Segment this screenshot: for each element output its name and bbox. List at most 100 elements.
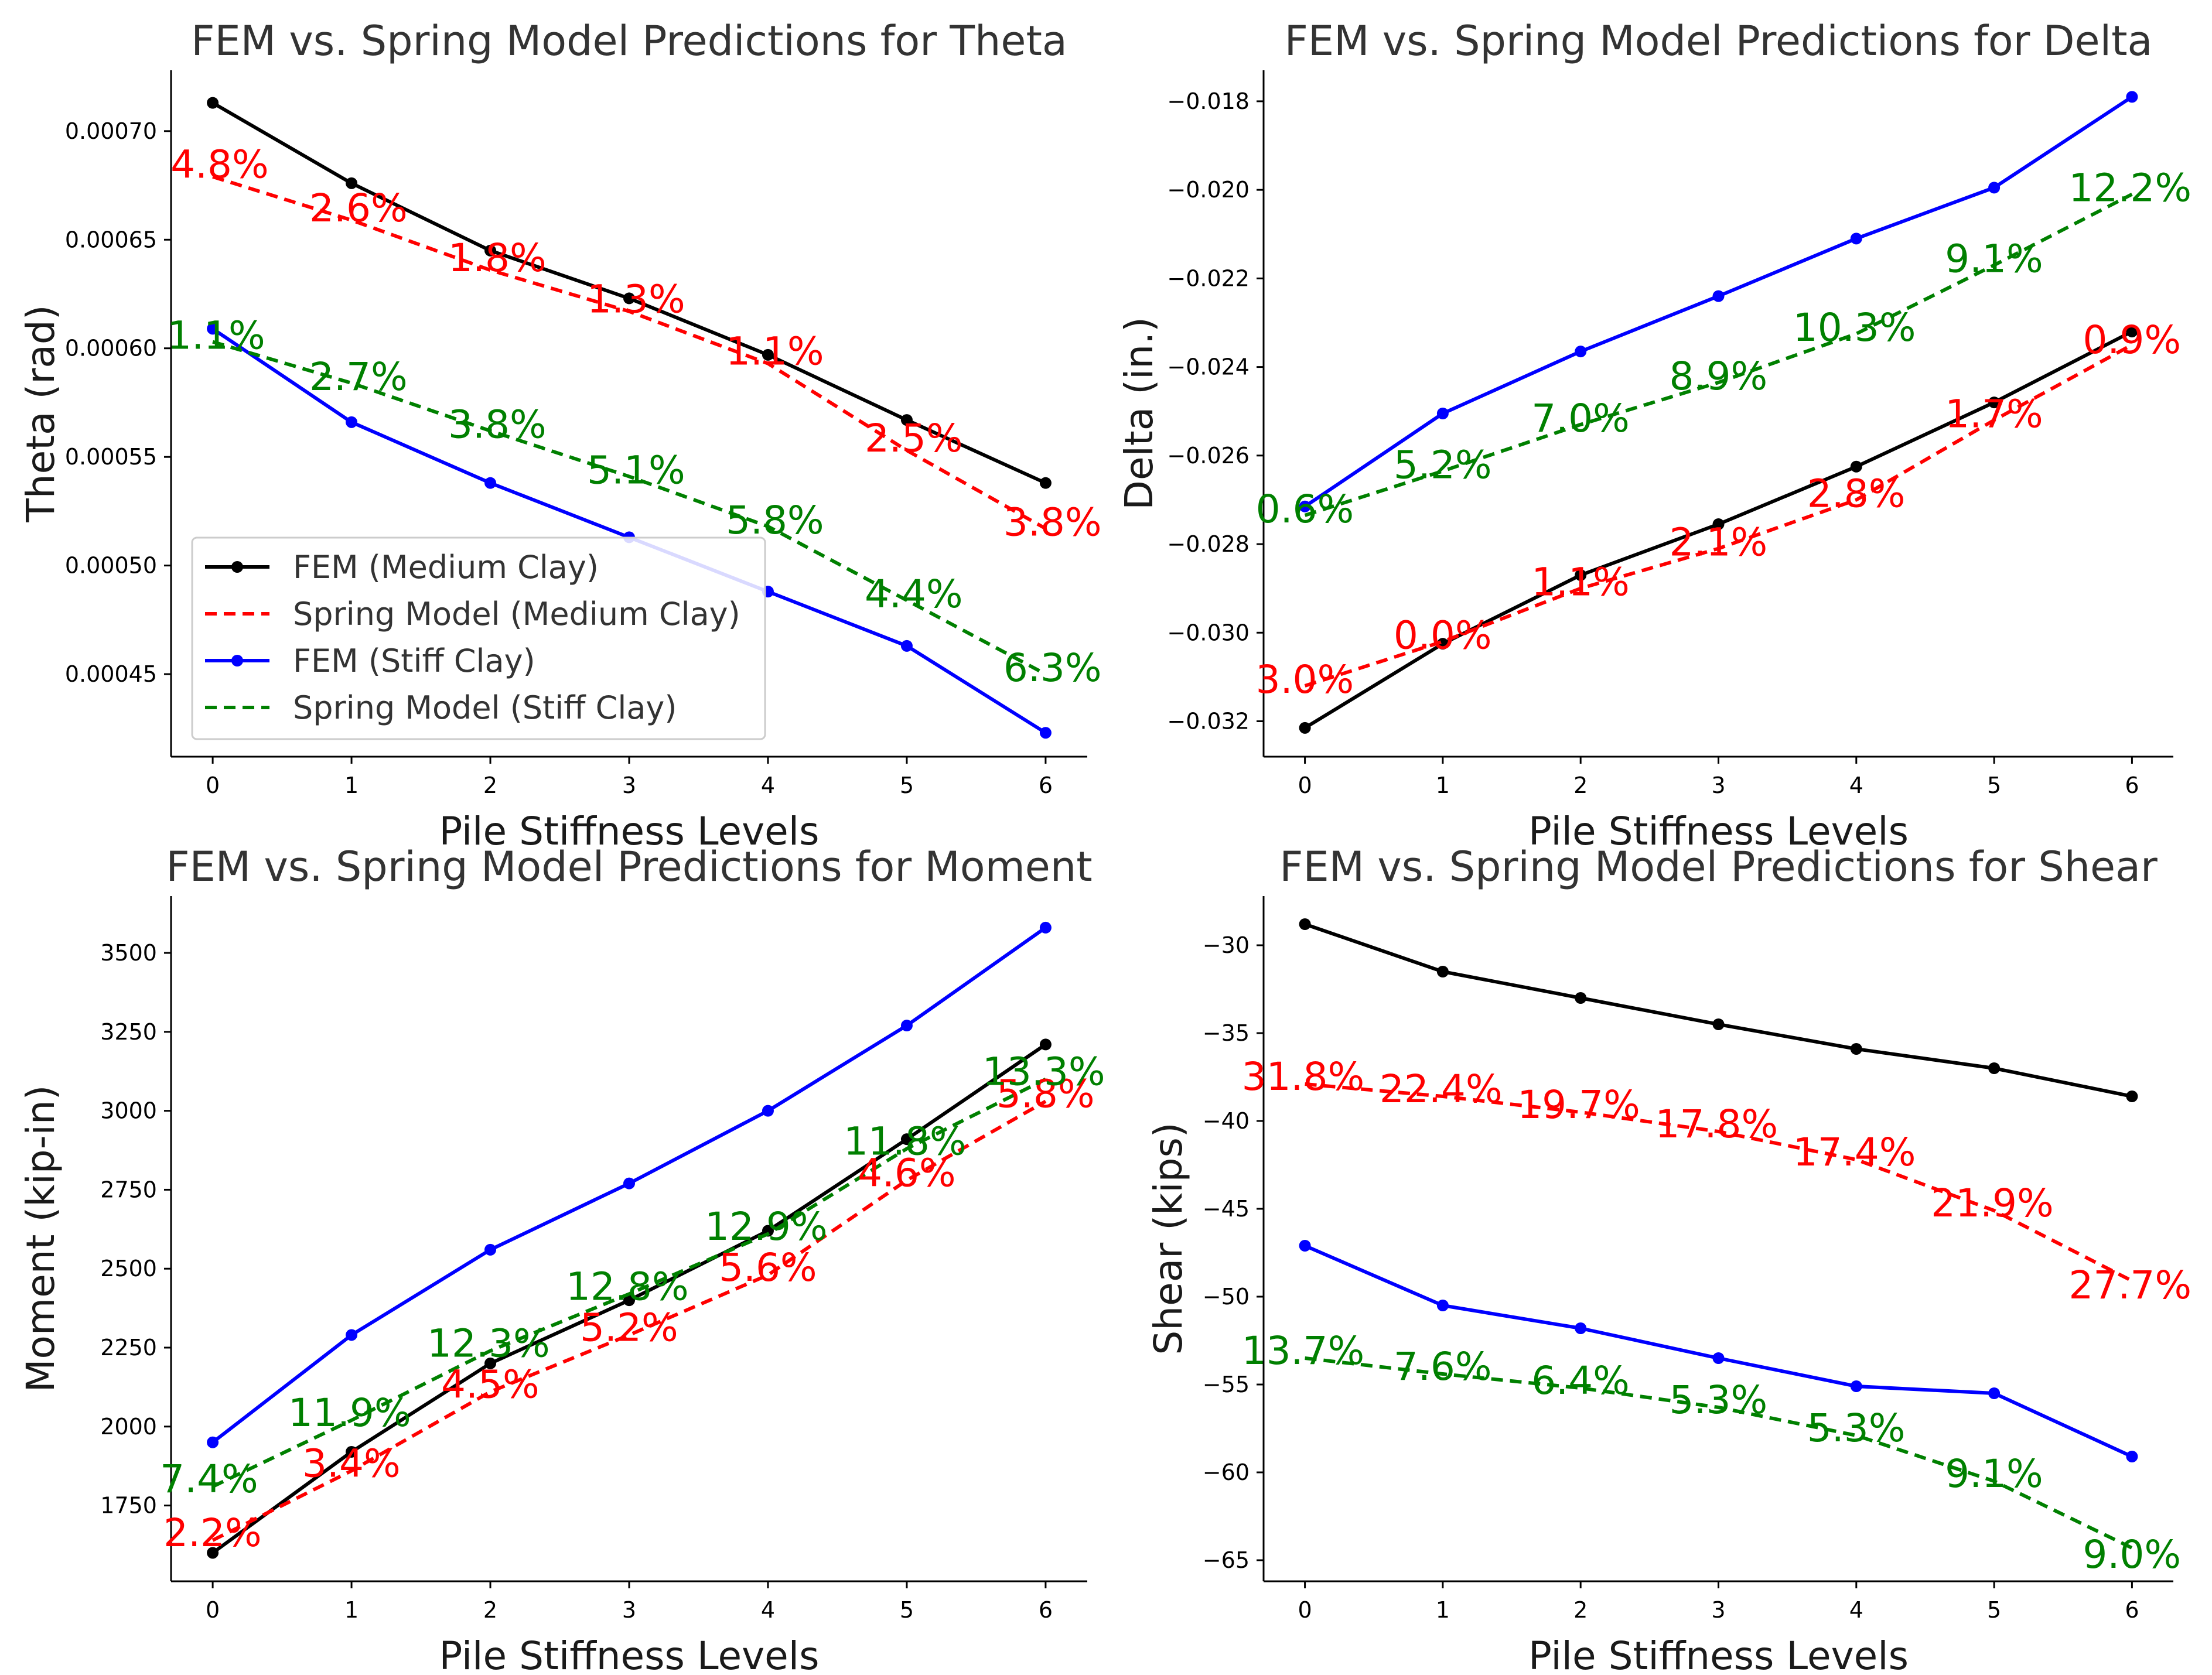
data-point-fem-medium-clay	[484, 244, 497, 257]
percent-error-label: 12.8%	[566, 1264, 689, 1309]
percent-error-label: 12.9%	[705, 1204, 828, 1249]
data-point-fem-medium-clay	[207, 1547, 219, 1559]
y-tick-label: −45	[1203, 1196, 1250, 1222]
x-tick-label: 2	[1573, 772, 1588, 798]
data-point-fem-medium-clay	[1575, 569, 1587, 581]
percent-error-label: 13.3%	[982, 1050, 1105, 1095]
x-tick-label: 6	[2125, 1597, 2139, 1623]
data-point-fem-medium-clay	[900, 414, 913, 426]
series-line-spring-medium-clay	[211, 1099, 1047, 1542]
y-tick-label: 2250	[100, 1335, 157, 1360]
y-tick-label: −65	[1203, 1547, 1250, 1573]
x-tick-label: 5	[900, 772, 914, 798]
data-point-fem-medium-clay	[346, 177, 358, 189]
data-point-fem-stiff-clay	[1039, 727, 1052, 739]
percent-error-label: 5.3%	[1670, 1377, 1768, 1423]
data-point-fem-medium-clay	[1988, 396, 2001, 409]
percent-error-label: 6.3%	[1003, 645, 1102, 690]
data-point-fem-stiff-clay	[484, 1243, 497, 1256]
percent-error-label: 4.8%	[170, 142, 269, 187]
percent-error-label: 17.8%	[1655, 1102, 1779, 1147]
legend-label-fem-stiff-clay: FEM (Stiff Clay)	[293, 642, 535, 679]
percent-error-label: 12.2%	[2068, 166, 2191, 211]
data-point-fem-stiff-clay	[1988, 182, 2001, 194]
percent-error-label: 5.6%	[719, 1245, 817, 1290]
percent-error-label: 0.9%	[2083, 317, 2181, 363]
y-tick-label: −0.020	[1167, 177, 1250, 203]
percent-error-label: 11.9%	[288, 1390, 411, 1435]
data-point-fem-medium-clay	[1039, 1038, 1052, 1051]
chart-panel-1: FEM vs. Spring Model Predictions for The…	[18, 17, 1102, 854]
data-point-fem-medium-clay	[1850, 460, 1862, 473]
data-point-fem-medium-clay	[1299, 918, 1311, 930]
percent-error-label: 7.6%	[1394, 1344, 1492, 1389]
data-point-fem-stiff-clay	[1575, 346, 1587, 358]
percent-error-label: 12.3%	[427, 1321, 550, 1366]
percent-error-label: 4.6%	[858, 1150, 956, 1195]
data-point-fem-stiff-clay	[2126, 1451, 2138, 1462]
data-point-fem-medium-clay	[1850, 1043, 1862, 1055]
data-point-fem-stiff-clay	[1988, 1387, 2001, 1399]
y-tick-label: −35	[1203, 1020, 1250, 1046]
percent-error-label: 7.4%	[160, 1457, 258, 1502]
x-axis-label: Pile Stiffness Levels	[1528, 1633, 1909, 1675]
percent-error-label: 13.7%	[1242, 1328, 1365, 1373]
x-tick-label: 4	[761, 772, 775, 798]
data-point-fem-medium-clay	[900, 1133, 913, 1146]
percent-error-label: 5.2%	[580, 1305, 678, 1350]
percent-error-label: 1.7%	[1945, 391, 2043, 436]
y-tick-label: −0.032	[1167, 709, 1250, 734]
percent-error-label: 1.1%	[726, 329, 824, 374]
data-point-fem-medium-clay	[623, 1294, 635, 1307]
y-tick-label: −0.026	[1167, 443, 1250, 469]
data-point-fem-medium-clay	[1436, 966, 1449, 977]
y-tick-label: −60	[1203, 1459, 1250, 1485]
series-line-spring-stiff-clay	[211, 1078, 1047, 1488]
y-tick-label: 0.00070	[65, 118, 157, 144]
y-tick-label: −40	[1203, 1108, 1250, 1134]
x-tick-label: 5	[1987, 772, 2001, 798]
x-tick-label: 0	[1298, 772, 1312, 798]
data-point-fem-stiff-clay	[1712, 1352, 1725, 1364]
y-axis-label: Delta (in.)	[1117, 317, 1162, 510]
x-tick-label: 1	[344, 1597, 359, 1623]
data-point-fem-stiff-clay	[207, 1436, 219, 1448]
data-point-fem-medium-clay	[1039, 477, 1052, 489]
legend: FEM (Medium Clay) Spring Model (Medium Cl…	[191, 536, 766, 740]
percent-error-label: 3.8%	[1003, 500, 1102, 545]
x-tick-label: 6	[2125, 772, 2139, 798]
data-point-fem-medium-clay	[484, 1357, 497, 1369]
percent-error-label: 8.9%	[1670, 354, 1768, 399]
x-tick-label: 6	[1039, 1597, 1053, 1623]
chart-panel-2: FEM vs. Spring Model Predictions for Del…	[1117, 17, 2191, 854]
percent-error-label: 5.8%	[996, 1071, 1095, 1116]
series-line-spring-medium-clay	[1304, 343, 2133, 688]
data-point-fem-stiff-clay	[900, 1020, 913, 1032]
series-line-spring-medium-clay	[1305, 1082, 2133, 1283]
data-point-fem-medium-clay	[2126, 326, 2138, 338]
x-tick-label: 3	[622, 772, 636, 798]
data-point-fem-medium-clay	[1299, 722, 1311, 734]
x-tick-label: 4	[761, 1597, 775, 1623]
y-tick-label: 3500	[100, 940, 157, 966]
y-tick-label: 3000	[100, 1098, 157, 1124]
y-tick-label: 0.00045	[65, 661, 157, 687]
percent-error-label: 3.0%	[1256, 657, 1354, 702]
x-axis-label: Pile Stiffness Levels	[439, 1633, 820, 1675]
percent-error-label: 2.8%	[1807, 471, 1906, 516]
y-tick-label: −30	[1203, 932, 1250, 958]
x-tick-label: 5	[1987, 1597, 2001, 1623]
x-tick-label: 1	[344, 772, 359, 798]
data-point-fem-stiff-clay	[1850, 1380, 1862, 1392]
data-point-fem-stiff-clay	[762, 1105, 774, 1117]
percent-error-label: 0.6%	[1256, 487, 1354, 532]
x-tick-label: 2	[483, 1597, 497, 1623]
percent-error-label: 31.8%	[1242, 1054, 1365, 1099]
data-point-fem-stiff-clay	[900, 640, 913, 652]
x-tick-label: 0	[206, 772, 220, 798]
x-tick-label: 6	[1039, 772, 1053, 798]
data-point-fem-stiff-clay	[346, 1329, 358, 1341]
percent-error-label: 2.7%	[309, 354, 408, 399]
x-tick-label: 2	[483, 772, 497, 798]
